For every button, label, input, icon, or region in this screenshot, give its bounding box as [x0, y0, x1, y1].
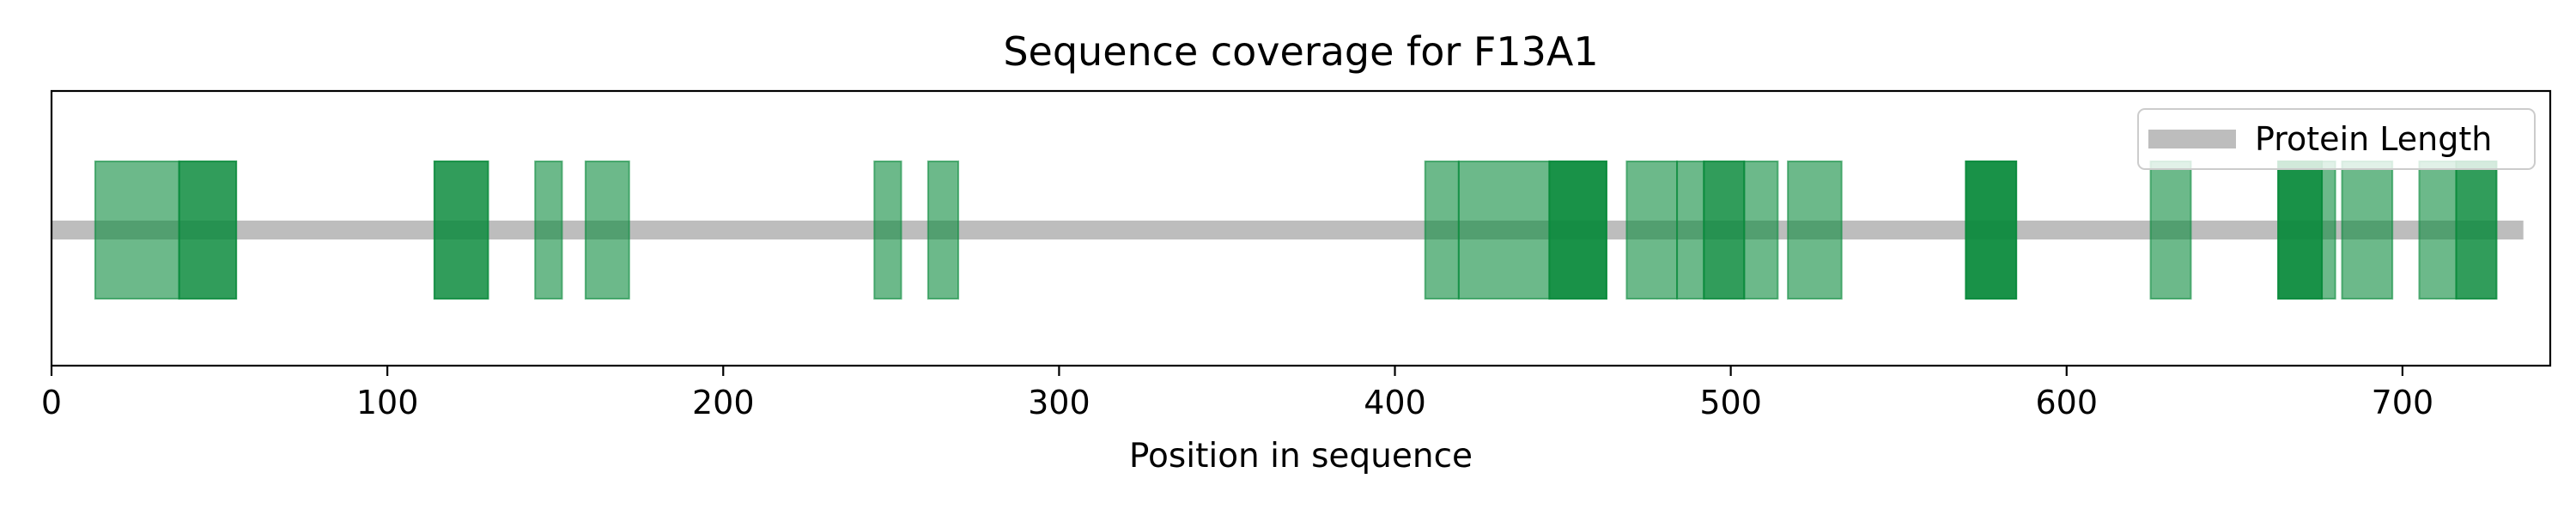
peptide-bar-5 [534, 161, 563, 300]
x-tick-label: 500 [1699, 384, 1762, 421]
plot-frame [50, 89, 2552, 367]
peptide-bar-31 [2455, 161, 2498, 300]
x-tick-label: 100 [356, 384, 419, 421]
x-axis: 0 100 200 300 400 500 600 700 [41, 366, 2433, 421]
peptide-bar-18 [1743, 161, 1779, 300]
peptide-bar-15 [1676, 161, 1705, 300]
peptide-bar-9 [1424, 161, 1460, 300]
legend-box [2137, 108, 2536, 170]
peptide-bar-17 [1703, 161, 1746, 300]
plot-area [52, 161, 2524, 300]
peptide-bar-22 [1965, 161, 2018, 300]
legend-label: Protein Length [2255, 120, 2492, 158]
x-tick-label: 400 [1364, 384, 1426, 421]
peptide-bar-0 [94, 161, 180, 300]
peptide-bar-19 [1787, 161, 1843, 300]
legend: Protein Length [2137, 108, 2536, 170]
peptide-bar-14 [1625, 161, 1679, 300]
x-tick-label: 300 [1028, 384, 1091, 421]
peptide-bar-27 [2321, 161, 2336, 300]
peptide-bar-23 [2149, 161, 2192, 300]
peptide-bar-28 [2341, 161, 2394, 300]
peptide-bar-26 [2277, 161, 2324, 300]
peptide-bar-8 [927, 161, 960, 300]
x-tick-label: 700 [2372, 384, 2434, 421]
peptide-bar-10 [1457, 161, 1551, 300]
x-axis-label: Position in sequence [1129, 437, 1473, 476]
peptide-bar-2 [178, 161, 238, 300]
peptide-bar-4 [433, 161, 489, 300]
x-tick-label: 200 [692, 384, 755, 421]
peptide-bar-6 [584, 161, 630, 300]
chart-title: Sequence coverage for F13A1 [1003, 28, 1598, 75]
peptide-bar-7 [873, 161, 902, 300]
x-tick-label: 600 [2036, 384, 2099, 421]
x-tick-label: 0 [41, 384, 62, 421]
peptide-bar-29 [2418, 161, 2458, 300]
peptide-bar-13 [1548, 161, 1607, 300]
